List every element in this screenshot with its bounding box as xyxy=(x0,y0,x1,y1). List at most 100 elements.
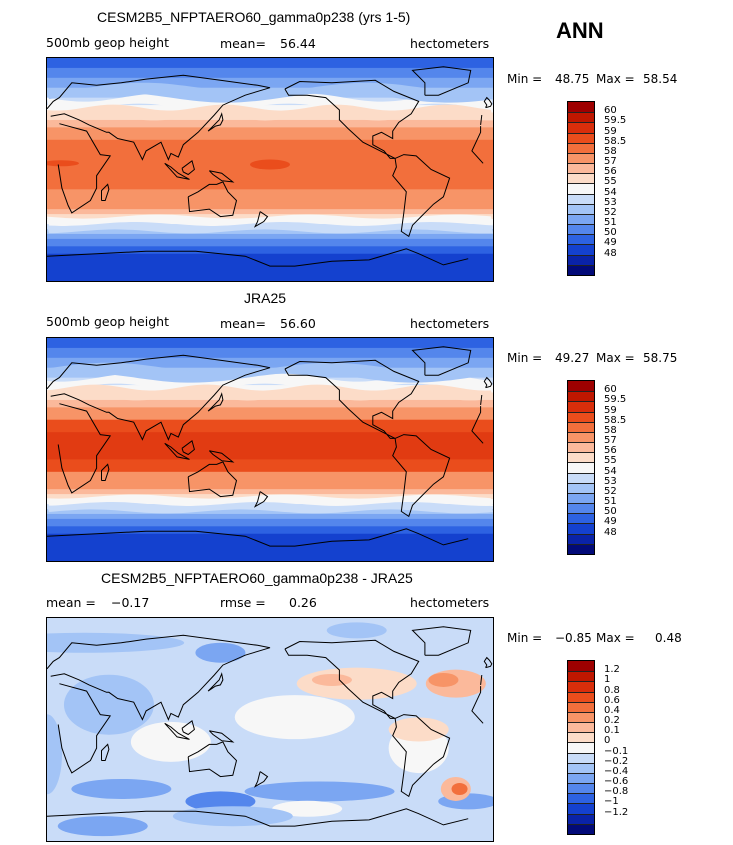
panel3-min-label: Min = xyxy=(507,631,543,645)
colorbar-box xyxy=(568,661,594,672)
panel3-coastline xyxy=(253,771,269,788)
colorbar-box xyxy=(568,671,594,682)
panel3-rmse-label: rmse = xyxy=(220,595,266,610)
panel1-colorbar xyxy=(567,101,595,276)
panel3-coastline xyxy=(101,743,110,761)
panel3-coastline xyxy=(411,626,472,656)
panel2-max-label: Max = xyxy=(596,351,635,365)
colorbar-box xyxy=(568,173,594,184)
colorbar-box xyxy=(568,142,594,154)
panel1-max-label: Max = xyxy=(596,72,635,86)
colorbar-tick-label: 55 xyxy=(604,176,617,188)
colorbar-tick-label: 0.2 xyxy=(604,715,620,727)
colorbar-tick-label: 58.5 xyxy=(604,414,627,426)
panel3-mean-value: −0.17 xyxy=(111,595,150,610)
panel2-min-label: Min = xyxy=(507,351,543,365)
colorbar-tick-label: 59.5 xyxy=(604,394,627,406)
colorbar-box xyxy=(568,813,594,825)
panel2-band xyxy=(47,526,493,535)
panel3-coastline xyxy=(57,683,484,774)
panel3-anomaly xyxy=(195,642,246,663)
panel2-map xyxy=(46,337,494,562)
panel1-band xyxy=(47,209,493,215)
panel1-wave xyxy=(47,93,493,112)
colorbar-box xyxy=(568,234,594,245)
panel2-coastline xyxy=(284,359,420,439)
colorbar-tick-label: 58.5 xyxy=(604,135,627,147)
colorbar-tick-label: −1.2 xyxy=(604,806,629,818)
panel1-coastline xyxy=(483,96,493,109)
panel1-wave xyxy=(47,222,493,234)
colorbar-tick-label: −0.1 xyxy=(604,745,629,757)
panel2-coastline xyxy=(47,528,469,547)
panel3-anomaly xyxy=(47,714,62,795)
colorbar-tick-label: −1 xyxy=(604,796,619,808)
colorbar-box xyxy=(568,523,594,535)
colorbar-box xyxy=(568,543,594,555)
panel3-coastline xyxy=(207,672,224,692)
colorbar-box xyxy=(568,752,594,764)
colorbar-box xyxy=(568,132,594,144)
colorbar-box xyxy=(568,264,594,276)
colorbar-tick-label: 60 xyxy=(604,105,617,117)
panel3-anomaly xyxy=(428,672,459,687)
panel1-warm-core xyxy=(250,159,290,170)
colorbar-box xyxy=(568,183,594,195)
panel1-wave xyxy=(47,82,493,103)
panel2-min-value: 49.27 xyxy=(555,351,590,365)
panel1-coastline xyxy=(253,211,269,228)
panel2-units: hectometers xyxy=(410,316,490,331)
panel1-coastline xyxy=(208,170,235,183)
colorbar-tick-label: 49 xyxy=(604,516,617,528)
panel2-coastline xyxy=(57,403,484,494)
panel3-anomaly xyxy=(47,632,185,653)
colorbar-tick-label: 53 xyxy=(604,475,617,487)
colorbar-tick-label: 53 xyxy=(604,196,617,208)
panel3-anomaly xyxy=(71,778,172,799)
colorbar-box xyxy=(568,431,594,443)
colorbar-box xyxy=(568,213,594,225)
panel2-coastline xyxy=(411,346,472,376)
colorbar-box xyxy=(568,462,594,474)
panel3-anomaly xyxy=(326,622,387,639)
panel3-anomaly xyxy=(272,800,343,817)
panel2-coastline xyxy=(187,461,238,498)
panel1-coastline xyxy=(57,123,484,214)
colorbar-tick-label: 59 xyxy=(604,125,617,137)
colorbar-tick-label: 0 xyxy=(604,735,611,747)
panel2-colorbar xyxy=(567,380,595,555)
panel2-mean-value: 56.60 xyxy=(280,316,316,331)
colorbar-box xyxy=(568,691,594,703)
panel1-band xyxy=(47,127,493,141)
panel1-coastline xyxy=(207,112,224,132)
colorbar-box xyxy=(568,472,594,484)
panel1-band xyxy=(47,246,493,255)
panel2-wave xyxy=(47,362,493,383)
panel1-band xyxy=(47,238,493,247)
colorbar-box xyxy=(568,783,594,794)
panel3-map xyxy=(46,617,494,842)
panel3-anomaly xyxy=(311,673,352,686)
panel3-anomaly xyxy=(57,816,148,837)
colorbar-tick-label: 57 xyxy=(604,156,617,168)
panel2-band xyxy=(47,489,493,495)
panel3-coastline xyxy=(208,730,235,743)
panel2-coastline xyxy=(101,463,110,481)
colorbar-box xyxy=(568,762,594,774)
colorbar-box xyxy=(568,442,594,453)
panel1-coastline xyxy=(392,154,451,238)
panel1-field-svg xyxy=(47,58,493,281)
colorbar-box xyxy=(568,732,594,743)
panel2-coastline xyxy=(207,392,224,412)
colorbar-box xyxy=(568,391,594,402)
colorbar-box xyxy=(568,421,594,433)
colorbar-box xyxy=(568,122,594,134)
colorbar-tick-label: 1 xyxy=(604,674,611,686)
panel2-band xyxy=(47,513,493,520)
panel1-mean-value: 56.44 xyxy=(280,36,316,51)
panel2-band xyxy=(47,399,493,408)
panel2-coastline xyxy=(208,450,235,463)
panel1-coastline xyxy=(47,248,469,267)
colorbar-box xyxy=(568,381,594,392)
panel1-band xyxy=(47,119,493,128)
